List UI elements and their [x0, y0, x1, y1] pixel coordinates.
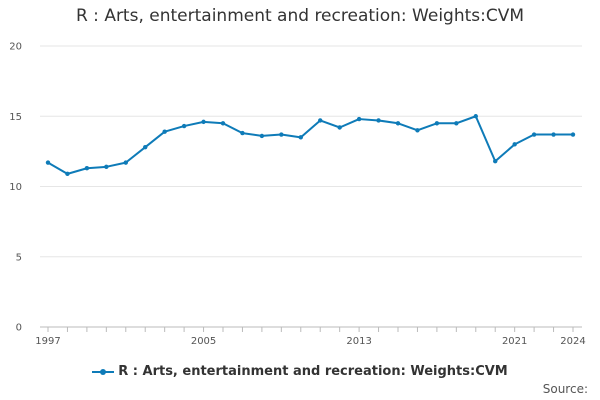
data-point [337, 125, 342, 130]
x-tick-label: 2021 [502, 336, 527, 347]
data-point [531, 132, 537, 137]
data-point [298, 135, 303, 140]
data-point [318, 118, 323, 123]
y-tick-label: 20 [9, 42, 22, 53]
data-point [65, 171, 70, 177]
legend-label: R : Arts, entertainment and recreation: … [118, 364, 508, 379]
data-point [162, 129, 167, 134]
y-tick-label: 5 [16, 252, 22, 263]
data-point [143, 144, 148, 150]
x-axis: 1997 2005 2013 2021 2024 [35, 327, 586, 347]
y-tick-label: 10 [9, 182, 22, 193]
x-tick-label: 2005 [191, 336, 216, 347]
legend[interactable]: R : Arts, entertainment and recreation: … [0, 364, 600, 379]
series-line [47, 115, 573, 175]
data-point [45, 160, 51, 165]
data-point [123, 160, 128, 165]
data-point [512, 142, 517, 147]
data-point [454, 121, 459, 126]
legend-swatch-icon [92, 367, 115, 377]
source-label: Source: [542, 382, 588, 396]
y-axis-ticks: 0 5 10 15 20 [9, 42, 22, 334]
data-point [356, 116, 362, 122]
data-point [395, 121, 401, 126]
data-point [84, 166, 90, 171]
data-point [473, 114, 478, 119]
series-group [45, 114, 576, 177]
data-point [493, 159, 498, 164]
data-point [220, 121, 226, 126]
x-tick-label: 2013 [346, 336, 371, 347]
data-point [551, 132, 556, 137]
data-point [279, 132, 284, 137]
data-point [415, 128, 420, 133]
data-point [240, 130, 245, 136]
data-point [376, 118, 381, 123]
y-tick-label: 0 [16, 323, 22, 334]
gridlines [40, 45, 582, 328]
y-tick-label: 15 [9, 112, 22, 123]
x-tick-label: 1997 [35, 336, 60, 347]
data-point [104, 164, 109, 170]
data-point [181, 123, 187, 129]
data-point [570, 132, 576, 137]
data-point [201, 119, 206, 125]
chart-title: R : Arts, entertainment and recreation: … [75, 6, 525, 26]
x-tick-label: 2024 [560, 336, 585, 347]
data-point [434, 121, 440, 126]
data-point [259, 133, 265, 139]
